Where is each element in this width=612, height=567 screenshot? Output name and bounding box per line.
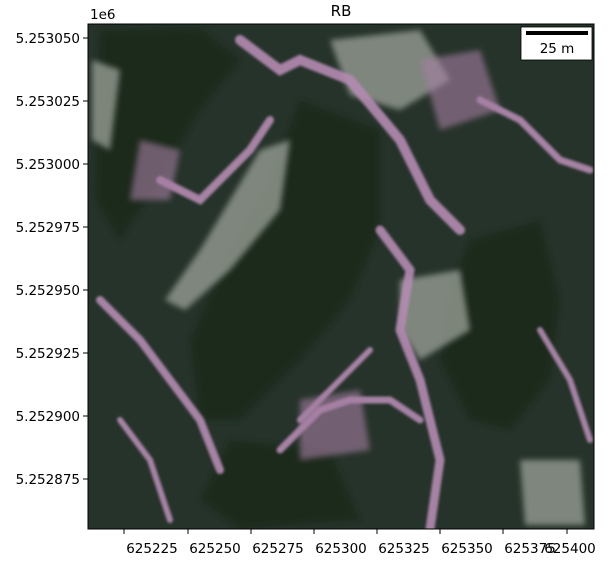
x-tick-label: 625225: [126, 541, 178, 557]
y-tick-label: 5.253050: [16, 31, 80, 47]
map-title: RB: [331, 2, 352, 20]
x-tick-label: 625300: [315, 541, 367, 557]
scale-bar: 25 m: [520, 26, 593, 61]
y-tick-label: 5.253000: [16, 157, 80, 173]
y-tick-label: 5.252875: [16, 472, 80, 488]
x-tick-label: 625275: [252, 541, 304, 557]
x-tick-label: 625375: [504, 541, 556, 557]
y-tick-label: 5.252975: [16, 220, 80, 236]
x-tick-label: 625350: [441, 541, 493, 557]
y-tick-label: 5.252900: [16, 409, 80, 425]
y-tick-label: 5.252925: [16, 346, 80, 362]
y-axis: 5.253050 5.253025 5.253000 5.252975 5.25…: [16, 31, 88, 488]
x-tick-label: 625400: [544, 541, 596, 557]
map-frame: [87, 23, 595, 530]
x-tick-label: 625250: [189, 541, 241, 557]
y-tick-label: 5.252950: [16, 283, 80, 299]
x-tick-label: 625325: [378, 541, 430, 557]
aerial-image: [88, 24, 594, 529]
x-axis: 625225 625250 625275 625300 625325 62535…: [123, 529, 596, 557]
scale-bar-label: 25 m: [540, 41, 575, 57]
y-offset-label: 1e6: [90, 7, 115, 23]
scale-bar-line: [526, 31, 588, 35]
y-tick-label: 5.253025: [16, 94, 80, 110]
